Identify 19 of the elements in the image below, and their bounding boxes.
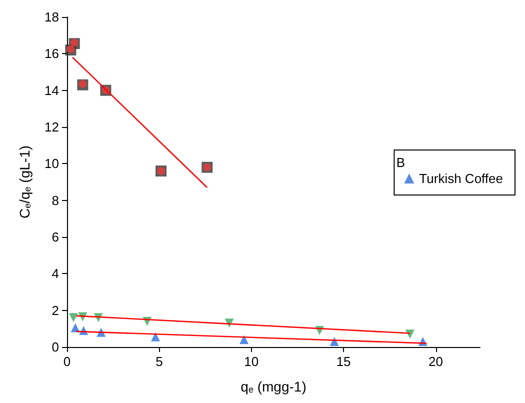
y-tick-label: 12: [44, 120, 59, 134]
y-tick-label: 2: [52, 302, 59, 318]
y-tick-label: 0: [52, 340, 59, 354]
y-axis-title: Ce/qe (gL-1): [16, 145, 32, 219]
legend-title: B: [396, 155, 405, 170]
y-tick-label: 6: [52, 230, 59, 244]
y-tick-label: 16: [44, 46, 59, 62]
x-tick-label: 0: [63, 354, 71, 369]
y-tick-label: 14: [44, 82, 59, 98]
x-tick-label: 10: [244, 354, 259, 369]
x-axis-title: qe (mgg-1): [240, 378, 306, 394]
x-tick-label: 15: [336, 354, 351, 369]
y-tick-label: 18: [44, 10, 59, 24]
y-tick-label: 10: [44, 156, 59, 172]
x-tick-label: 20: [428, 354, 443, 369]
x-tick-label: 5: [156, 354, 163, 369]
y-tick-label: 8: [52, 192, 59, 208]
legend-label: Turkish Coffee: [419, 171, 504, 186]
y-tick-label: 4: [52, 266, 59, 282]
